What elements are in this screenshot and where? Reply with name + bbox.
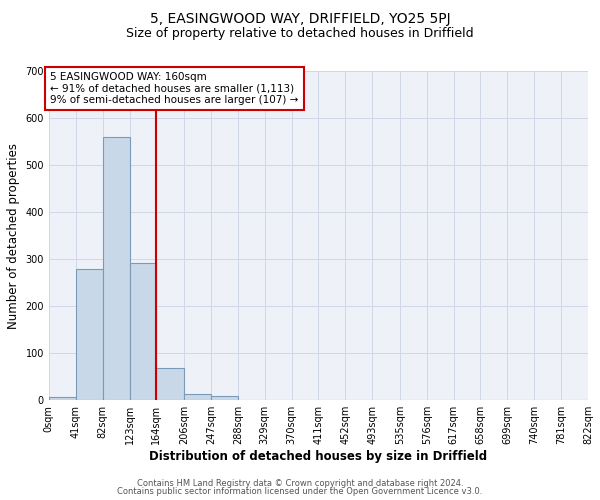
Bar [157, 368, 184, 400]
Text: Contains public sector information licensed under the Open Government Licence v3: Contains public sector information licen… [118, 487, 482, 496]
Text: Size of property relative to detached houses in Driffield: Size of property relative to detached ho… [126, 28, 474, 40]
Bar [76, 268, 103, 400]
Bar [103, 137, 130, 400]
Bar [130, 263, 157, 400]
Text: Contains HM Land Registry data © Crown copyright and database right 2024.: Contains HM Land Registry data © Crown c… [137, 478, 463, 488]
Text: 5 EASINGWOOD WAY: 160sqm
← 91% of detached houses are smaller (1,113)
9% of semi: 5 EASINGWOOD WAY: 160sqm ← 91% of detach… [50, 72, 299, 105]
Bar [49, 396, 76, 400]
Y-axis label: Number of detached properties: Number of detached properties [7, 142, 20, 328]
Bar [211, 396, 238, 400]
X-axis label: Distribution of detached houses by size in Driffield: Distribution of detached houses by size … [149, 450, 488, 463]
Bar [184, 394, 211, 400]
Text: 5, EASINGWOOD WAY, DRIFFIELD, YO25 5PJ: 5, EASINGWOOD WAY, DRIFFIELD, YO25 5PJ [149, 12, 451, 26]
